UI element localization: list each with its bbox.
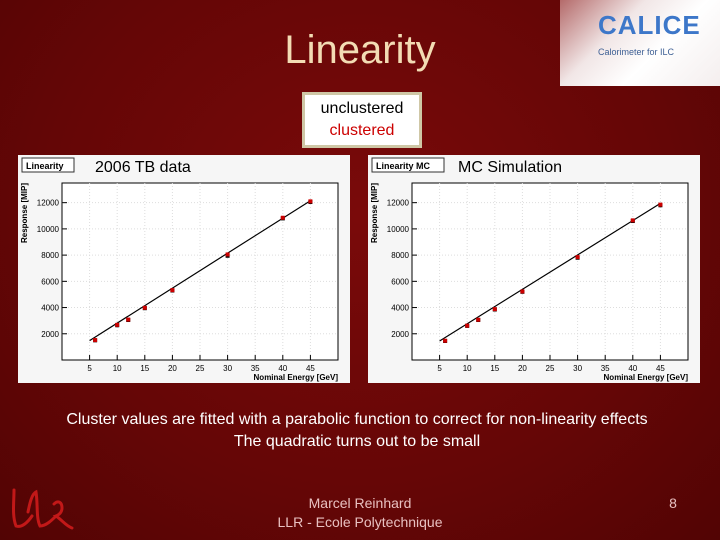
y-tick-label: 6000	[391, 277, 409, 286]
x-tick-label: 10	[113, 364, 122, 373]
data-point-clustered	[492, 307, 497, 312]
x-axis-label: Nominal Energy [GeV]	[254, 373, 339, 382]
x-tick-label: 10	[463, 364, 472, 373]
legend-unclustered: unclustered	[320, 100, 404, 117]
data-point-clustered	[225, 252, 230, 257]
calice-logo-tagline: Calorimeter for ILC	[598, 47, 675, 57]
x-tick-label: 25	[196, 364, 205, 373]
chart-panel-mc: Linearity MC 5 10 15 20 25 30 35 40 45 2000 4000 600…	[368, 155, 700, 383]
x-tick-label: 20	[168, 364, 177, 373]
data-point-clustered	[126, 317, 131, 322]
y-tick-label: 12000	[387, 199, 410, 208]
y-tick-label: 8000	[41, 251, 59, 260]
y-tick-label: 4000	[41, 304, 59, 313]
x-tick-label: 5	[87, 364, 92, 373]
chart-title: Linearity	[26, 161, 64, 171]
calice-logo-word: CALICE	[598, 10, 701, 40]
x-tick-label: 45	[656, 364, 665, 373]
data-point-clustered	[630, 218, 635, 223]
x-tick-label: 25	[546, 364, 555, 373]
y-tick-label: 10000	[37, 225, 60, 234]
y-tick-label: 4000	[391, 304, 409, 313]
chart-title: Linearity MC	[376, 161, 431, 171]
slide-title: Linearity	[284, 28, 436, 72]
page-number: 8	[669, 495, 677, 511]
y-axis-label: Response [MIP]	[20, 183, 29, 243]
fit-line	[89, 200, 311, 342]
chart-panel-tb-data: Linearity 5 10 15 20 25 30 35 40 45 2000 4000 6000 80…	[18, 155, 350, 383]
x-tick-label: 35	[251, 364, 260, 373]
data-point-clustered	[465, 323, 470, 328]
chart-tb-data: Linearity 5 10 15 20 25 30 35 40 45 2000 4000 6000 80…	[20, 157, 339, 382]
data-point-clustered	[520, 289, 525, 294]
panel-label-tb-data: 2006 TB data	[95, 159, 191, 176]
x-tick-label: 15	[140, 364, 149, 373]
llr-logo	[12, 488, 74, 530]
data-point-clustered	[280, 215, 285, 220]
data-point-clustered	[170, 288, 175, 293]
data-point-clustered	[93, 338, 98, 343]
data-point-clustered	[142, 305, 147, 310]
data-point-clustered	[575, 255, 580, 260]
y-tick-label: 8000	[391, 251, 409, 260]
y-tick-label: 2000	[41, 330, 59, 339]
data-point-clustered	[658, 202, 663, 207]
x-tick-label: 15	[490, 364, 499, 373]
y-tick-label: 10000	[387, 225, 410, 234]
x-axis-label: Nominal Energy [GeV]	[604, 373, 689, 382]
calice-logo-area	[560, 0, 720, 86]
x-tick-label: 30	[573, 364, 582, 373]
y-axis-label: Response [MIP]	[370, 183, 379, 243]
x-tick-label: 30	[223, 364, 232, 373]
footer-author: Marcel Reinhard	[308, 495, 412, 511]
data-point-clustered	[476, 317, 481, 322]
y-tick-label: 2000	[391, 330, 409, 339]
footer-affiliation: LLR - Ecole Polytechnique	[277, 514, 443, 530]
chart-title-box	[21, 157, 75, 173]
x-tick-label: 45	[306, 364, 315, 373]
data-point-clustered	[308, 199, 313, 204]
y-tick-label: 12000	[37, 199, 60, 208]
x-tick-label: 35	[601, 364, 610, 373]
llr-logo-stroke	[12, 488, 74, 530]
x-tick-label: 20	[518, 364, 527, 373]
data-point-clustered	[443, 338, 448, 343]
x-tick-label: 40	[278, 364, 287, 373]
x-tick-label: 40	[628, 364, 637, 373]
caption-line-2: The quadratic turns out to be small	[233, 433, 481, 450]
panel-label-mc: MC Simulation	[458, 159, 563, 176]
legend-clustered: clustered	[329, 122, 395, 139]
chart-mc-simulation: Linearity MC 5 10 15 20 25 30 35 40 45 2000 4000 600…	[370, 157, 689, 382]
data-point-clustered	[115, 322, 120, 327]
x-tick-label: 5	[437, 364, 442, 373]
caption-line-1: Cluster values are fitted with a parabol…	[66, 411, 648, 428]
chart-title-box	[371, 157, 445, 173]
legend-box: unclustered clustered	[302, 92, 422, 148]
y-tick-label: 6000	[41, 277, 59, 286]
